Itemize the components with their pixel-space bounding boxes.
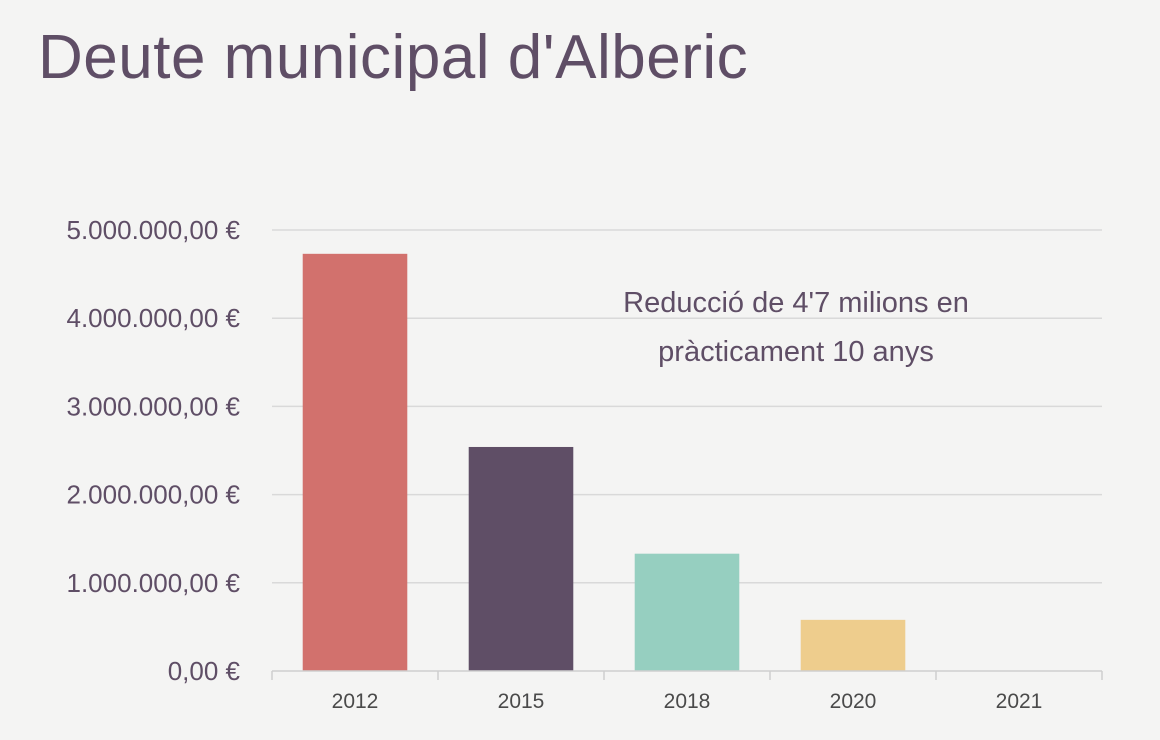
annotation-line: Reducció de 4'7 milions en [623,287,969,319]
x-tick-label: 2015 [498,690,545,713]
y-tick-labels: 0,00 € 1.000.000,00 € 2.000.000,00 € 3.000.… [67,215,241,686]
x-tick-label: 2020 [830,690,877,713]
x-tick-label: 2012 [332,690,379,713]
bar-2020 [800,619,906,671]
y-tick-label: 5.000.000,00 € [67,215,241,245]
bar-2018 [634,553,740,671]
x-tick-labels: 2012 2015 2018 2020 2021 [332,690,1043,713]
annotation-line: pràcticament 10 anys [658,336,934,368]
gridlines [272,229,1102,584]
y-tick-label: 4.000.000,00 € [67,303,241,333]
bar-2012 [302,253,408,671]
y-tick-label: 0,00 € [168,656,241,686]
y-tick-label: 1.000.000,00 € [67,568,241,598]
page-title: Deute municipal d'Alberic [38,23,749,92]
y-tick-label: 3.000.000,00 € [67,391,241,421]
annotation: Reducció de 4'7 milions en pràcticament 1… [623,287,969,368]
x-axis [271,670,1103,680]
x-tick-label: 2018 [664,690,711,713]
bars [302,253,906,671]
x-tick-label: 2021 [996,690,1043,713]
y-tick-label: 2.000.000,00 € [67,480,241,510]
bar-2015 [468,446,574,671]
